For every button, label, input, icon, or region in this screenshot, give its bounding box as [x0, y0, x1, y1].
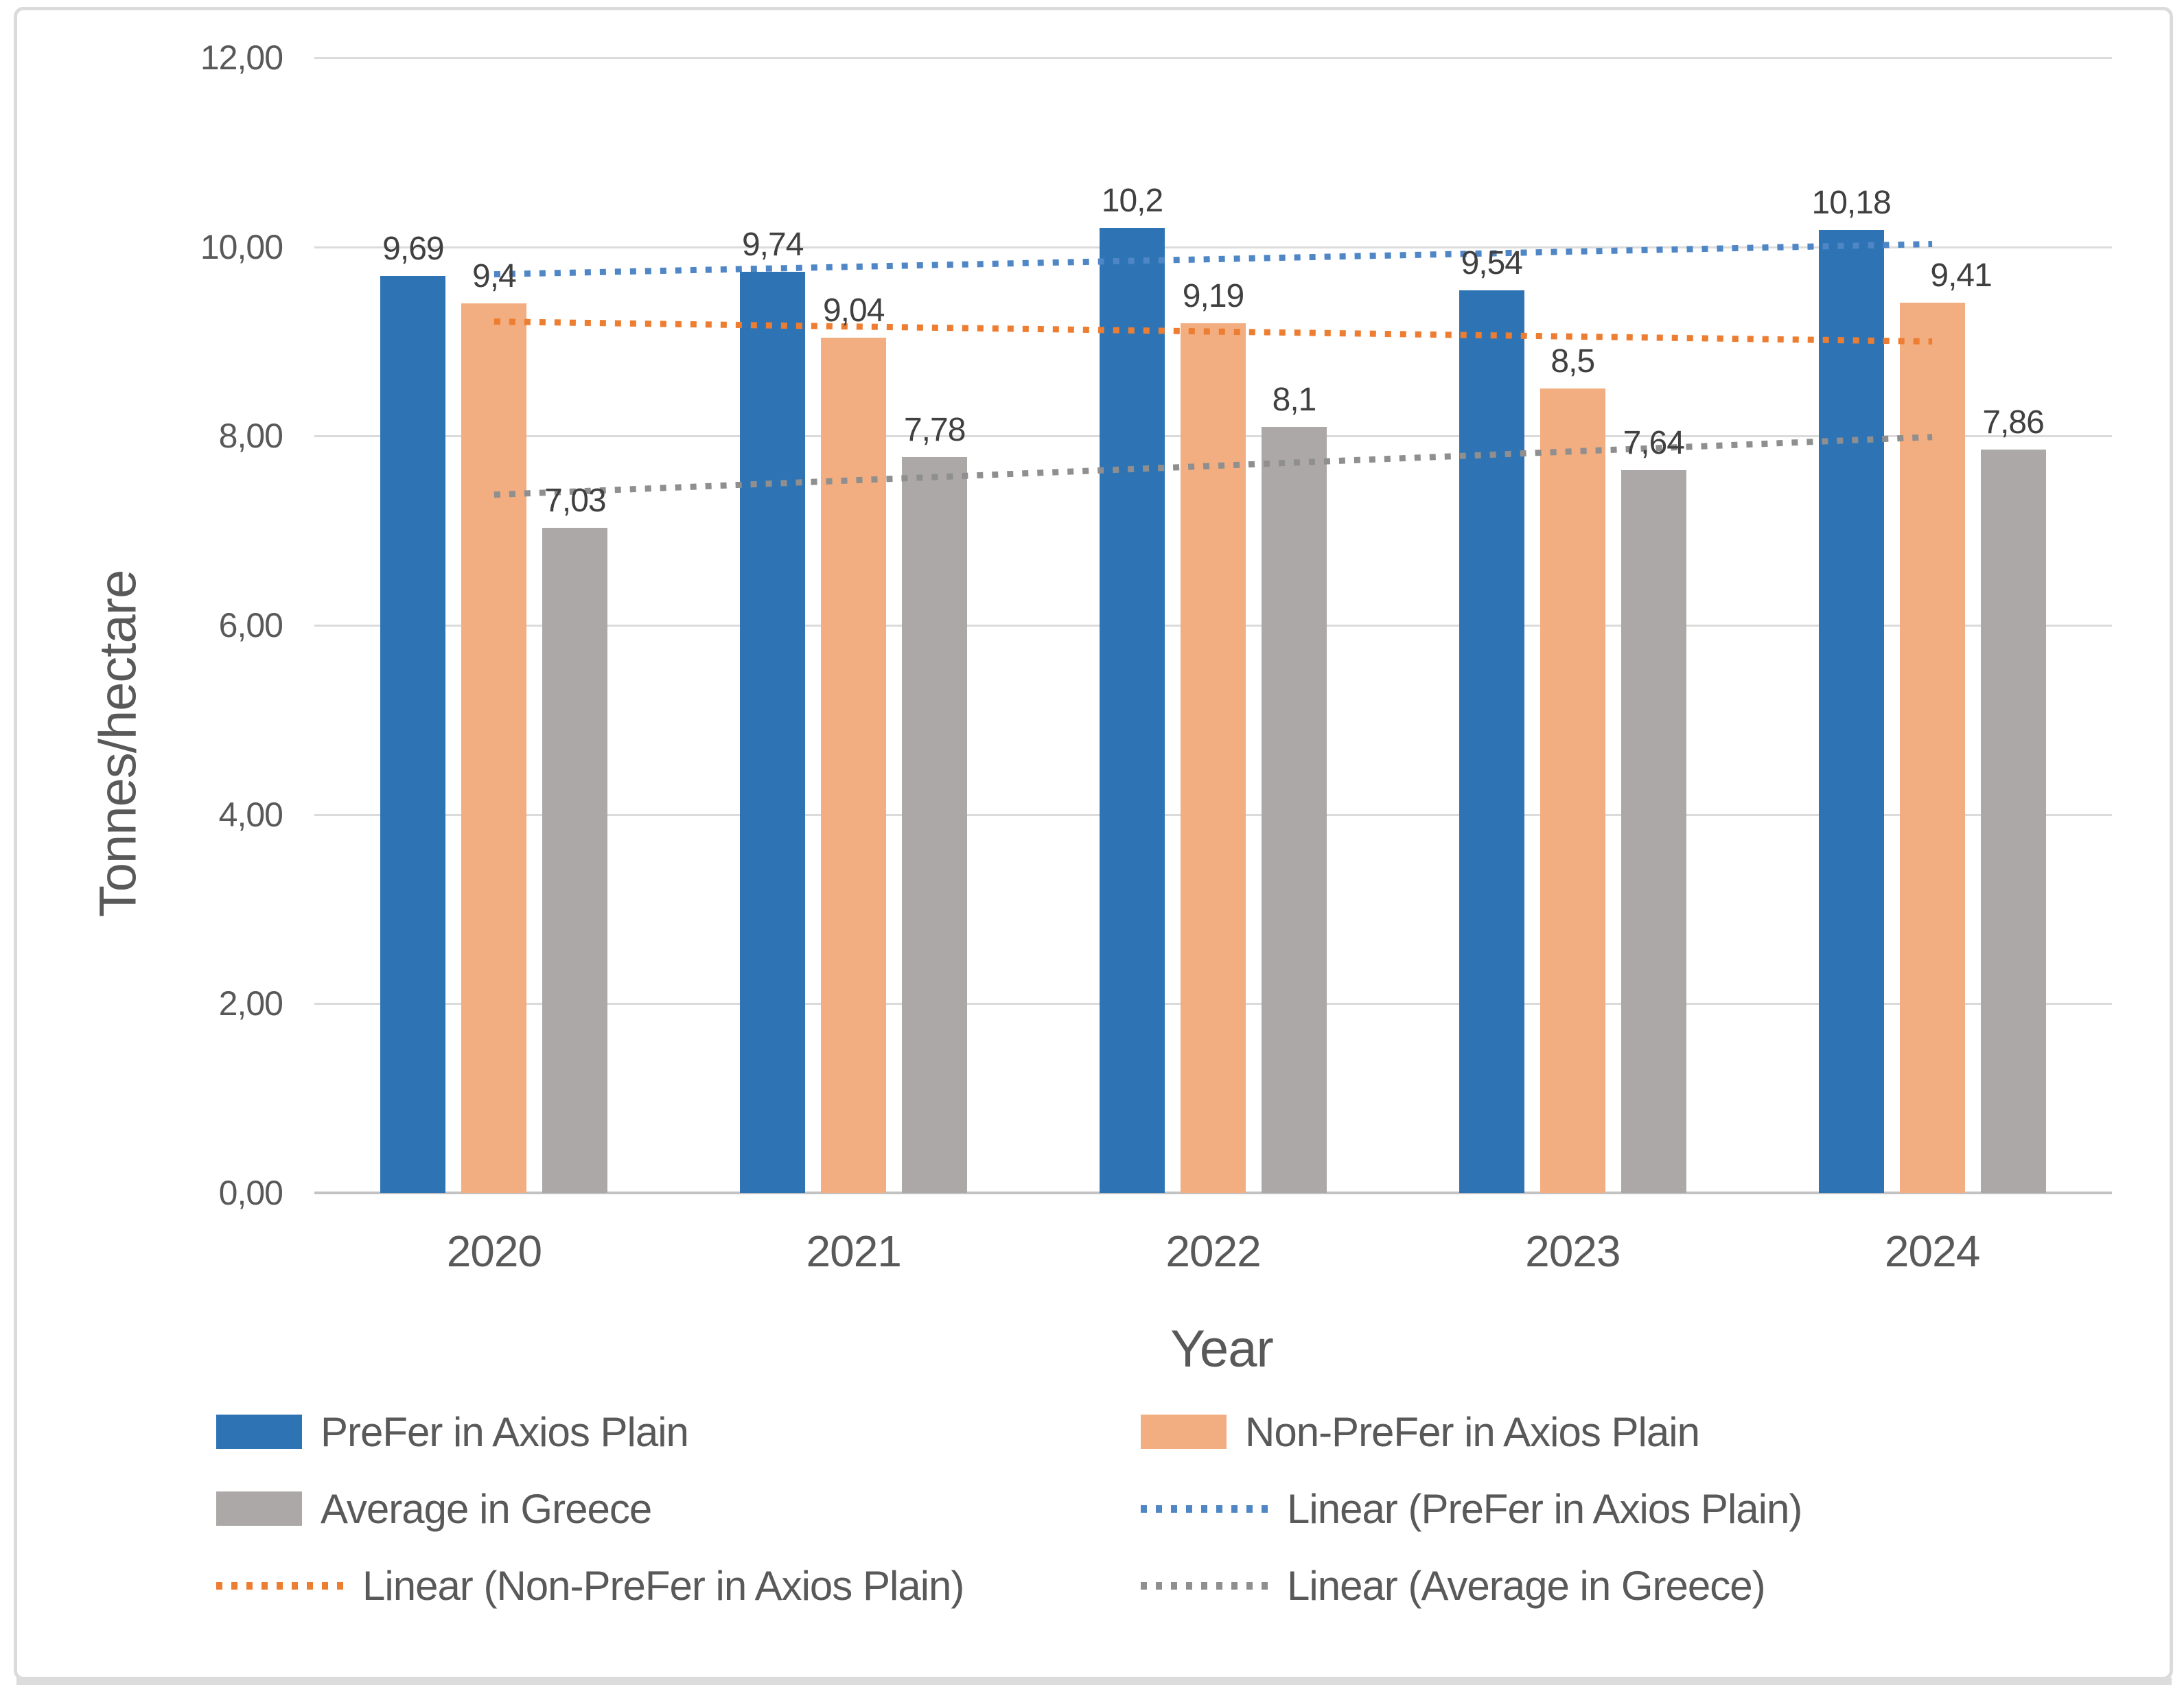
y-tick-label: 12,00: [200, 38, 283, 77]
y-tick-label: 6,00: [218, 606, 283, 644]
y-tick-label: 8,00: [218, 417, 283, 456]
data-label-average-in-greece-2020: 7,03: [544, 483, 606, 520]
legend-label-linear-average: Linear (Average in Greece): [1287, 1562, 1766, 1609]
x-tick-label-2022: 2022: [1165, 1227, 1261, 1276]
bar-non-prefer-in-axios-plain-2023: [1540, 388, 1605, 1193]
data-label-non-prefer-in-axios-plain-2022: 9,19: [1182, 278, 1244, 315]
bar-non-prefer-in-axios-plain-2024: [1899, 302, 1965, 1193]
trendline-linear-prefer-in-axios-plain: [493, 241, 1933, 278]
legend-swatch-average: [216, 1491, 302, 1526]
bar-average-in-greece-2024: [1980, 449, 2046, 1193]
data-label-non-prefer-in-axios-plain-2021: 9,04: [822, 292, 885, 329]
legend-item-prefer: PreFer in Axios Plain: [216, 1408, 1141, 1456]
gridline: [314, 246, 2112, 248]
data-label-prefer-in-axios-plain-2023: 9,54: [1461, 245, 1523, 282]
y-tick-label: 10,00: [200, 227, 283, 266]
chart-border: [14, 7, 2173, 1680]
bar-average-in-greece-2022: [1262, 426, 1327, 1193]
bar-average-in-greece-2020: [542, 528, 608, 1193]
x-tick-label-2021: 2021: [806, 1227, 902, 1276]
legend-swatch-linear-prefer: [1141, 1505, 1268, 1513]
x-tick-label-2024: 2024: [1884, 1227, 1980, 1276]
legend-item-linear-nonprefer: Linear (Non-PreFer in Axios Plain): [216, 1562, 1141, 1610]
trendline-linear-non-prefer-in-axios-plain: [493, 318, 1933, 345]
legend-label-prefer: PreFer in Axios Plain: [321, 1408, 689, 1455]
gridline: [314, 57, 2112, 59]
trendlines-layer: [493, 241, 1933, 498]
x-axis-line: [314, 1192, 2112, 1194]
legend-label-linear-prefer: Linear (PreFer in Axios Plain): [1287, 1485, 1802, 1532]
data-label-non-prefer-in-axios-plain-2024: 9,41: [1930, 257, 1992, 294]
x-axis-title: Year: [1170, 1320, 1274, 1378]
legend: PreFer in Axios Plain Non-PreFer in Axio…: [216, 1393, 1802, 1624]
legend-item-nonprefer: Non-PreFer in Axios Plain: [1141, 1408, 1802, 1456]
legend-label-nonprefer: Non-PreFer in Axios Plain: [1245, 1408, 1700, 1455]
bar-prefer-in-axios-plain-2021: [740, 271, 806, 1193]
data-label-prefer-in-axios-plain-2022: 10,2: [1101, 183, 1163, 220]
legend-item-linear-average: Linear (Average in Greece): [1141, 1562, 1802, 1610]
bar-average-in-greece-2021: [902, 456, 968, 1193]
bar-prefer-in-axios-plain-2020: [380, 276, 446, 1193]
legend-label-average: Average in Greece: [321, 1485, 652, 1532]
bar-prefer-in-axios-plain-2023: [1459, 290, 1524, 1193]
data-label-prefer-in-axios-plain-2020: 9,69: [382, 231, 444, 268]
bar-non-prefer-in-axios-plain-2020: [461, 303, 527, 1193]
bottom-edge-band: [16, 1677, 2172, 1685]
data-label-prefer-in-axios-plain-2021: 9,74: [741, 226, 804, 263]
x-tick-label-2020: 2020: [446, 1227, 542, 1276]
data-label-non-prefer-in-axios-plain-2020: 9,4: [472, 258, 517, 295]
legend-item-average: Average in Greece: [216, 1485, 1141, 1533]
y-tick-label: 2,00: [218, 984, 283, 1023]
y-tick-label: 0,00: [218, 1174, 283, 1212]
data-label-average-in-greece-2024: 7,86: [1982, 404, 2044, 441]
data-label-average-in-greece-2022: 8,1: [1272, 381, 1317, 418]
data-label-average-in-greece-2021: 7,78: [903, 411, 966, 448]
legend-swatch-nonprefer: [1141, 1415, 1227, 1449]
plot-area: 9,69 9,74 10,2 9,54 10,18 9,4 9,04 9,19 8,5 9,41 7…: [314, 57, 2112, 1194]
x-tick-label-2023: 2023: [1525, 1227, 1620, 1276]
bar-average-in-greece-2023: [1620, 469, 1686, 1193]
data-label-prefer-in-axios-plain-2024: 10,18: [1811, 184, 1892, 221]
legend-swatch-linear-average: [1141, 1581, 1268, 1590]
y-tick-label: 4,00: [218, 795, 283, 834]
bar-prefer-in-axios-plain-2024: [1818, 229, 1884, 1193]
legend-item-linear-prefer: Linear (PreFer in Axios Plain): [1141, 1485, 1802, 1533]
data-label-non-prefer-in-axios-plain-2023: 8,5: [1550, 343, 1595, 380]
legend-swatch-linear-nonprefer: [216, 1581, 344, 1590]
legend-label-linear-nonprefer: Linear (Non-PreFer in Axios Plain): [362, 1562, 964, 1609]
legend-swatch-prefer: [216, 1415, 302, 1449]
bar-prefer-in-axios-plain-2022: [1100, 228, 1165, 1193]
data-label-average-in-greece-2023: 7,64: [1623, 424, 1685, 461]
